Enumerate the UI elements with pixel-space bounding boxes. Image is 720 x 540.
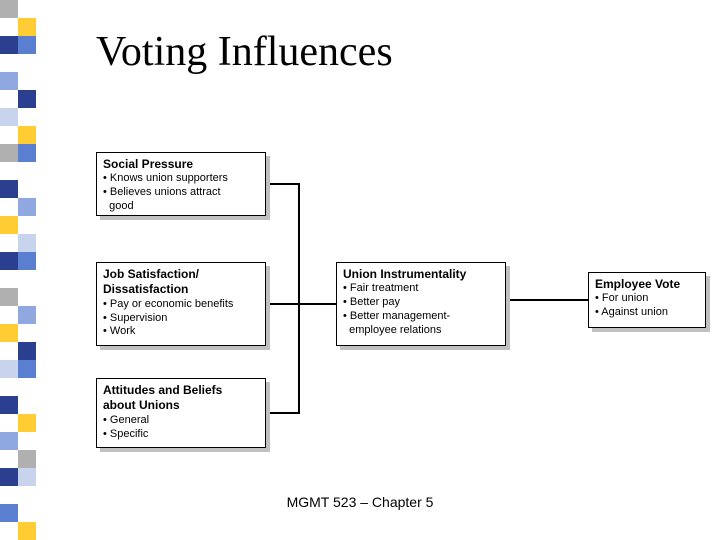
bullet-list: • General • Specific [103, 414, 259, 442]
box-title: Dissatisfaction [103, 282, 259, 296]
sidebar-square [18, 126, 36, 144]
box-employee-vote: Employee Vote • For union • Against unio… [588, 272, 706, 328]
box-title: Union Instrumentality [343, 267, 499, 281]
sidebar-square [0, 468, 18, 486]
sidebar-square [18, 414, 36, 432]
bullet: • Supervision [103, 312, 259, 326]
bullet: • For union [595, 292, 699, 306]
bullet: • Fair treatment [343, 282, 499, 296]
connector [266, 183, 300, 185]
slide-footer: MGMT 523 – Chapter 5 [0, 494, 720, 510]
sidebar-square [18, 234, 36, 252]
sidebar-square [18, 450, 36, 468]
bullet-list: • Knows union supporters • Believes unio… [103, 172, 259, 213]
sidebar-square [0, 396, 18, 414]
sidebar-square [18, 306, 36, 324]
sidebar-square [0, 36, 18, 54]
sidebar-square [18, 522, 36, 540]
sidebar-square [0, 0, 18, 18]
bullet: • Work [103, 325, 259, 339]
box-union-instrumentality: Union Instrumentality • Fair treatment •… [336, 262, 506, 346]
connector [298, 183, 300, 414]
sidebar-square [18, 90, 36, 108]
sidebar-square [0, 216, 18, 234]
sidebar-square [18, 342, 36, 360]
sidebar-square [0, 324, 18, 342]
slide: Voting Influences Social Pressure • Know… [0, 0, 720, 540]
bullet: • Better management- [343, 310, 499, 324]
sidebar-square [0, 360, 18, 378]
sidebar-square [0, 144, 18, 162]
bullet: employee relations [343, 324, 499, 338]
sidebar-square [0, 180, 18, 198]
bullet-list: • For union • Against union [595, 292, 699, 320]
box-title: Attitudes and Beliefs [103, 383, 259, 397]
connector [266, 412, 300, 414]
sidebar-square [18, 36, 36, 54]
slide-title: Voting Influences [96, 28, 393, 76]
bullet-list: • Pay or economic benefits • Supervision… [103, 298, 259, 339]
bullet: • Pay or economic benefits [103, 298, 259, 312]
connector [266, 303, 300, 305]
bullet: • Believes unions attract [103, 186, 259, 200]
bullet: • Specific [103, 428, 259, 442]
box-title: Job Satisfaction/ [103, 267, 259, 281]
connector [506, 299, 588, 301]
sidebar-square [18, 252, 36, 270]
box-title: Social Pressure [103, 157, 259, 171]
box-title: Employee Vote [595, 277, 699, 291]
bullet: • Against union [595, 306, 699, 320]
sidebar-square [18, 360, 36, 378]
connector [298, 303, 336, 305]
bullet: • Better pay [343, 296, 499, 310]
sidebar-square [18, 18, 36, 36]
sidebar-square [18, 468, 36, 486]
box-social-pressure: Social Pressure • Knows union supporters… [96, 152, 266, 216]
sidebar-decoration [0, 0, 36, 540]
bullet: good [103, 200, 259, 214]
sidebar-square [0, 72, 18, 90]
sidebar-square [0, 288, 18, 306]
box-attitudes: Attitudes and Beliefs about Unions • Gen… [96, 378, 266, 448]
sidebar-square [18, 198, 36, 216]
bullet-list: • Fair treatment • Better pay • Better m… [343, 282, 499, 337]
bullet: • General [103, 414, 259, 428]
bullet: • Knows union supporters [103, 172, 259, 186]
box-job-satisfaction: Job Satisfaction/ Dissatisfaction • Pay … [96, 262, 266, 346]
sidebar-square [0, 432, 18, 450]
box-title: about Unions [103, 398, 259, 412]
sidebar-square [18, 144, 36, 162]
sidebar-square [0, 252, 18, 270]
sidebar-square [0, 108, 18, 126]
